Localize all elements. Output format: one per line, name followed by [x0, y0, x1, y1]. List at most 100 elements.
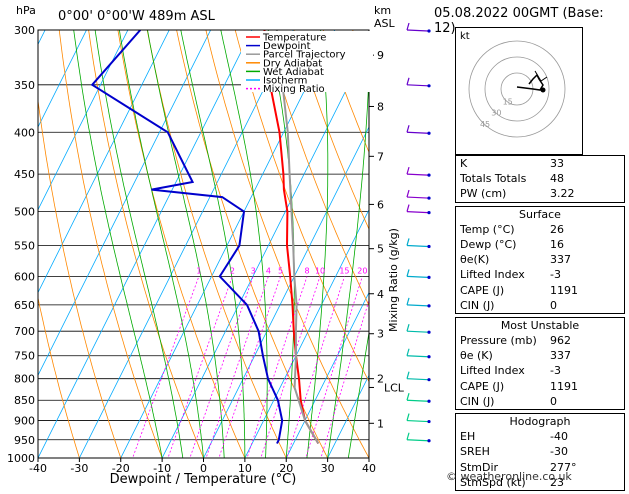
mixing-ratio-label: 8 [304, 266, 309, 275]
wind-barb-station [427, 276, 430, 279]
wind-barb [407, 356, 428, 357]
hodograph-unit: kt [460, 31, 470, 42]
wind-barb [407, 197, 428, 198]
pressure-tick-label: 550 [14, 239, 35, 252]
wind-barb-station [427, 378, 430, 381]
pressure-tick-label: 500 [14, 206, 35, 219]
surface-row: CAPE (J)1191 [456, 283, 624, 298]
wind-barb-station [427, 420, 430, 423]
wind-barb [407, 324, 409, 331]
mu-row: CIN (J)0 [456, 394, 624, 409]
wind-barb [407, 372, 409, 379]
wet-adiabat [67, 0, 167, 477]
km-tick-label: 7 [377, 150, 384, 163]
wind-barb-station [427, 439, 430, 442]
hodo-row: SREH-30 [456, 444, 624, 459]
wind-barb-station [427, 196, 430, 199]
surface-row: Dewp (°C)16 [456, 237, 624, 252]
mixing-ratio-label: 3 [251, 266, 256, 275]
wind-barb [407, 433, 409, 440]
mixing-ratio-label: 15 [339, 266, 349, 275]
wet-adiabat [137, 0, 229, 477]
dry-adiabat [80, 0, 210, 475]
wind-barbs [407, 23, 431, 442]
mixing-ratio-line [126, 276, 198, 475]
wind-barb [407, 30, 428, 31]
lcl-label: LCL [384, 381, 405, 394]
wind-barb [407, 205, 409, 212]
wind-barb-station [427, 400, 430, 403]
wind-barb [407, 331, 428, 332]
km-tick-label: 9 [377, 49, 384, 62]
pressure-tick-label: 600 [14, 270, 35, 283]
mixing-ratio-line [281, 276, 344, 475]
mixing-ratio-line [184, 276, 253, 475]
wind-barb [407, 212, 428, 213]
hodograph-ring-label: 30 [491, 109, 501, 118]
mixing-ratio-label: 20 [357, 266, 367, 275]
mixing-ratio-label: 25 [371, 266, 381, 275]
wind-barb-station [427, 132, 430, 135]
wind-barb [407, 238, 409, 245]
mixing-ratio-label: 10 [315, 266, 325, 275]
km-tick-label: 4 [377, 288, 384, 301]
pressure-unit: hPa [16, 4, 36, 17]
most-unstable-title: Most Unstable [456, 318, 624, 333]
wind-barb [407, 269, 409, 276]
mu-row: CAPE (J)1191 [456, 379, 624, 394]
hodograph-storm-point [541, 88, 546, 93]
mu-row: Pressure (mb)962 [456, 333, 624, 348]
wind-barb [407, 125, 409, 132]
km-tick-label: 1 [377, 417, 384, 430]
wind-barb [407, 379, 428, 380]
wind-barb [407, 298, 409, 305]
wind-barb [407, 174, 428, 175]
legend-entry: Mixing Ratio [263, 84, 325, 95]
wind-barb-station [427, 331, 430, 334]
wind-barb-station [427, 84, 430, 87]
wind-barb-station [427, 211, 430, 214]
wind-barb [407, 440, 428, 441]
x-tick-label: 30 [321, 462, 335, 475]
index-row-pw: PW (cm)3.22 [456, 186, 624, 201]
surface-box: Surface Temp (°C)26 Dewp (°C)16 θe(K)337… [455, 206, 625, 314]
mu-row: θe (K)337 [456, 348, 624, 363]
mu-row: Lifted Index-3 [456, 363, 624, 378]
mixing-ratio-label: 2 [230, 266, 235, 275]
wind-barb [407, 132, 428, 133]
surface-row: Lifted Index-3 [456, 267, 624, 282]
pressure-tick-label: 900 [14, 415, 35, 428]
pressure-tick-label: 800 [14, 373, 35, 386]
x-tick-label: 40 [362, 462, 376, 475]
surface-row: θe(K)337 [456, 252, 624, 267]
series-dewpoint [92, 30, 282, 444]
pressure-tick-label: 950 [14, 434, 35, 447]
mixing-ratio-line [316, 276, 377, 475]
hodograph-title: Hodograph [456, 414, 624, 429]
wind-barb-station [427, 29, 430, 32]
x-tick-label: -30 [70, 462, 88, 475]
mixing-ratio-line [200, 276, 268, 475]
wind-barb-station [427, 355, 430, 358]
location-title: 0°00' 0°00'W 489m ASL [58, 9, 216, 24]
km-tick-label: 3 [377, 328, 384, 341]
km-tick-label: 2 [377, 373, 384, 386]
km-tick-label: 8 [377, 100, 384, 113]
hodograph-ring-label: 45 [480, 120, 490, 129]
pressure-tick-label: 750 [14, 350, 35, 363]
pressure-tick-label: 700 [14, 325, 35, 338]
km-tick-label: 6 [377, 198, 384, 211]
wind-barb [407, 23, 409, 30]
height-unit: km [374, 4, 391, 17]
pressure-tick-label: 650 [14, 299, 35, 312]
mixing-ratio-axis-label: Mixing Ratio (g/kg) [387, 228, 400, 332]
credit: © weatheronline.co.uk [446, 470, 572, 483]
pressure-tick-label: 300 [14, 24, 35, 37]
wind-barb [407, 190, 409, 197]
